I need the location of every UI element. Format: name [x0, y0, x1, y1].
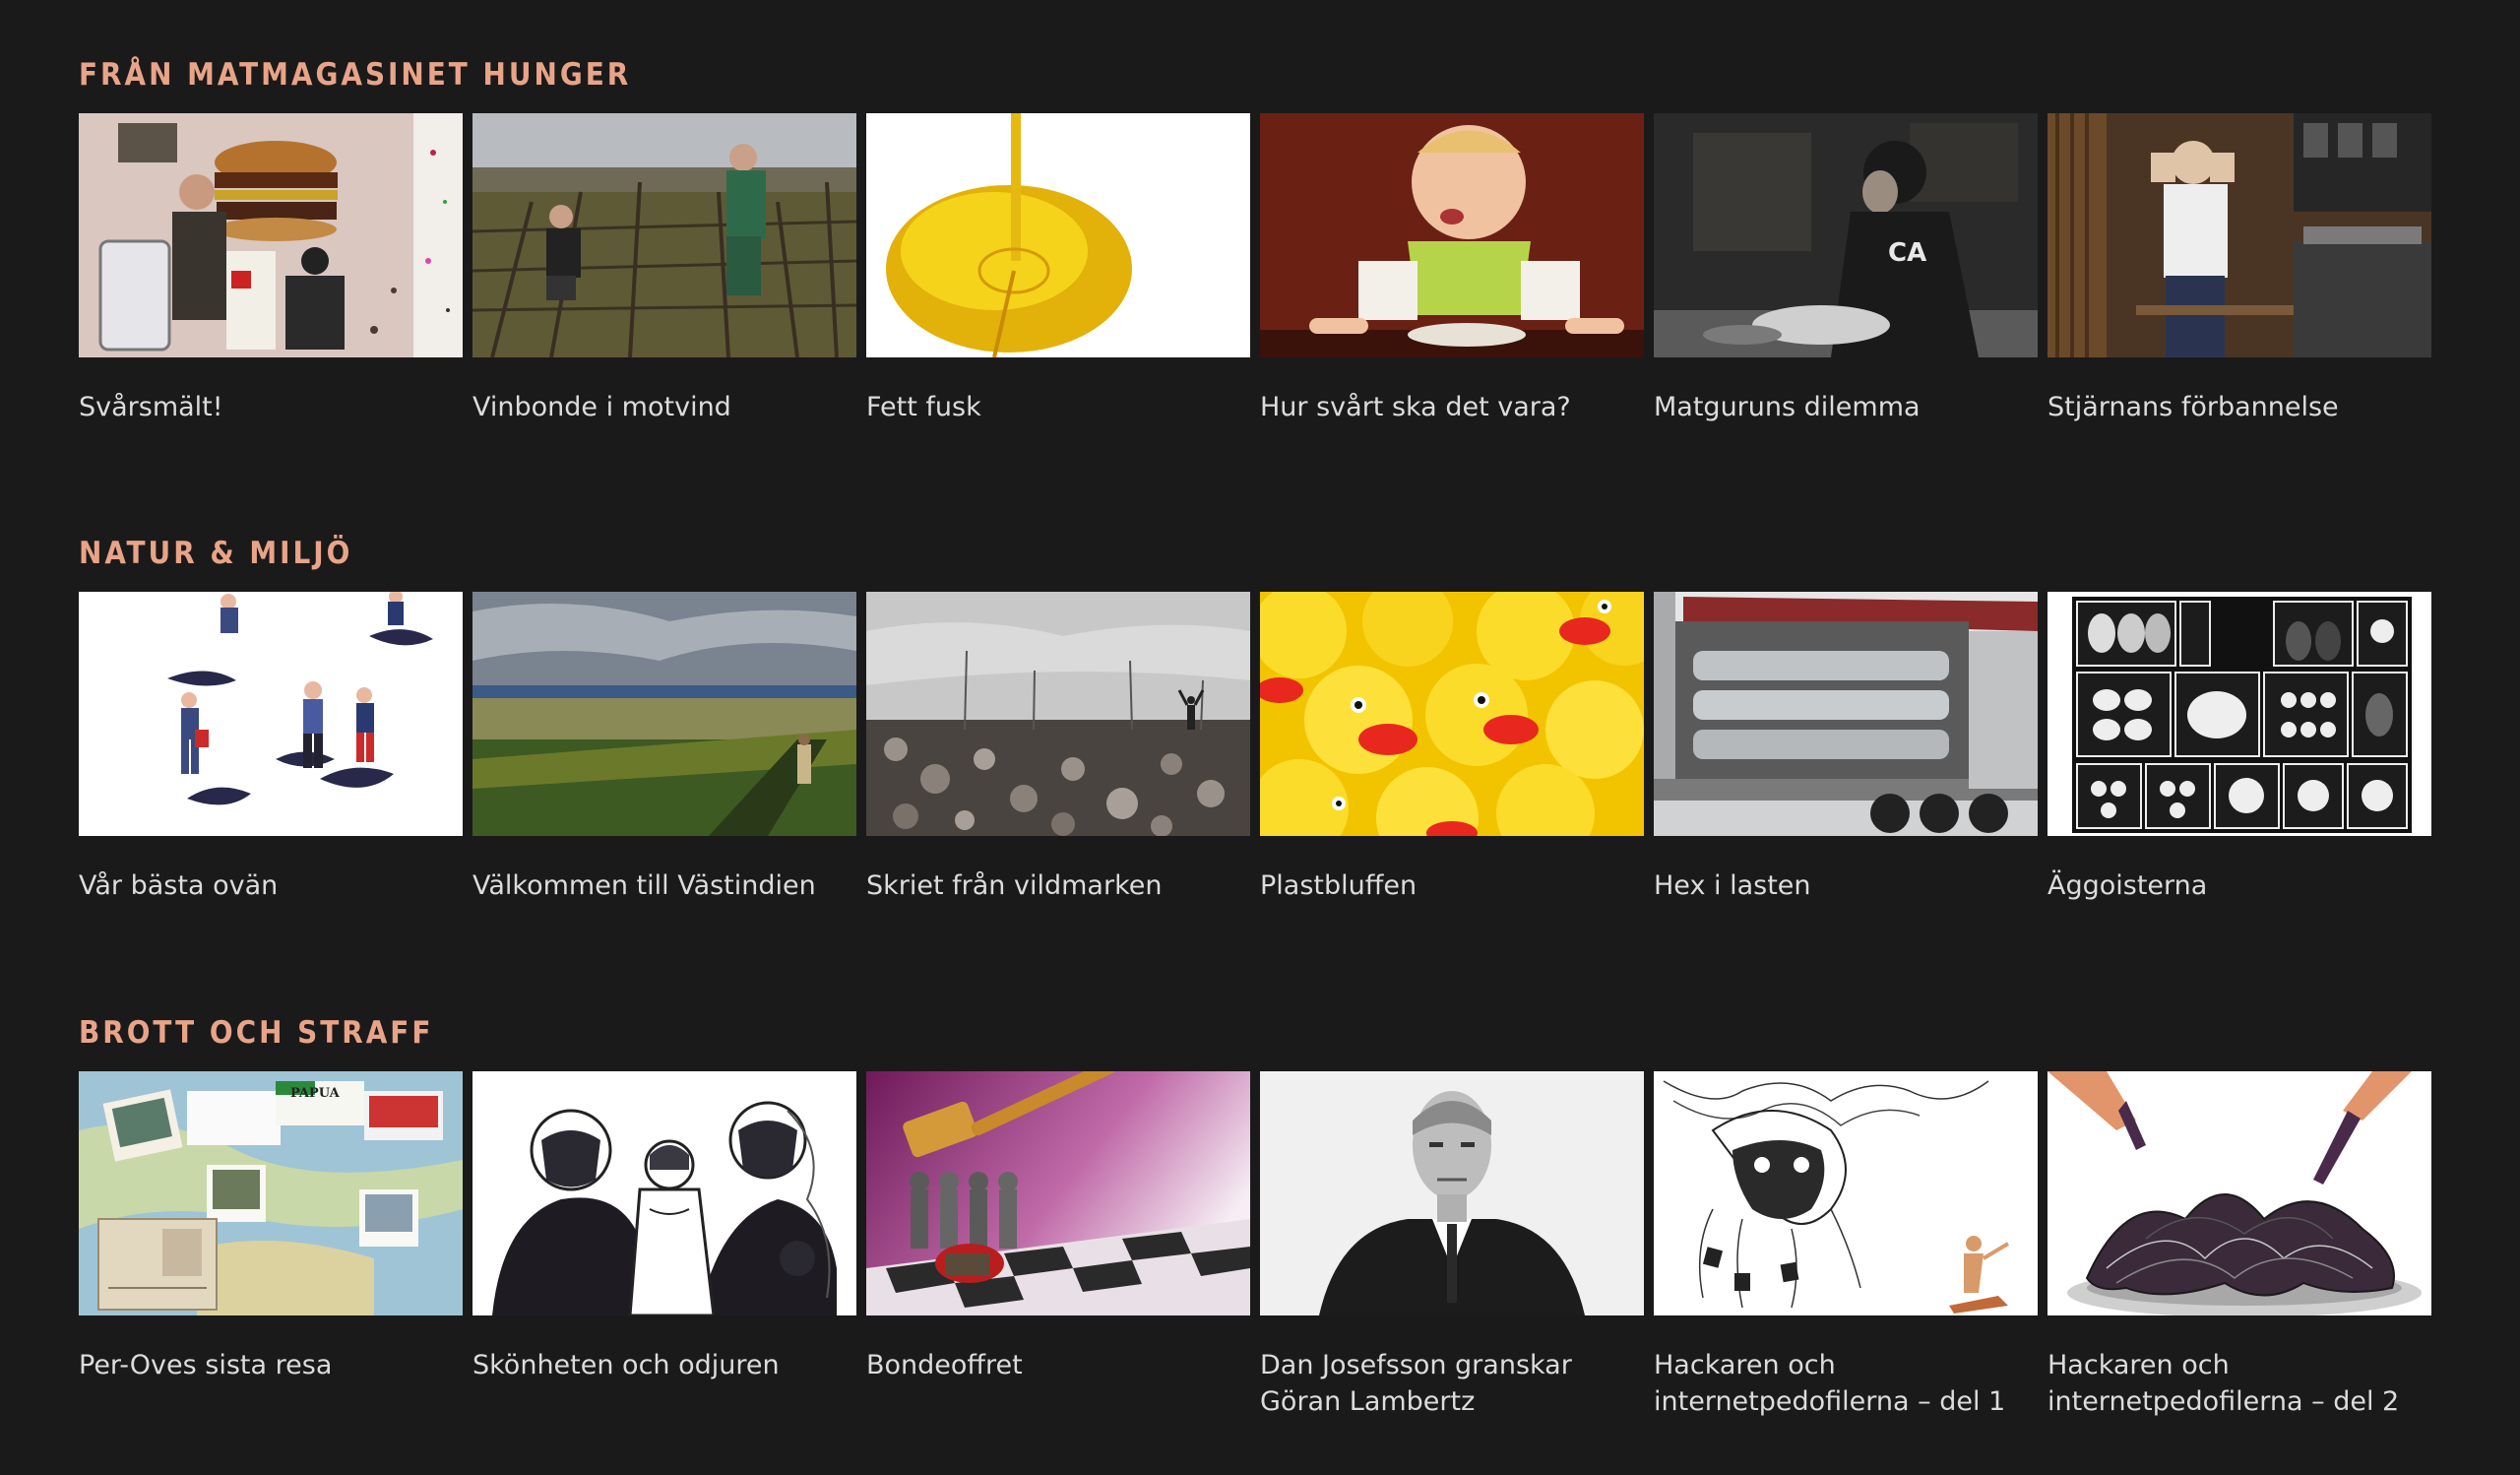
article-card[interactable]: Stjärnans förbannelse: [2048, 113, 2431, 422]
article-card[interactable]: PAPUA Per-Oves sista resa: [79, 1071, 463, 1380]
article-card[interactable]: Hur svårt ska det vara?: [1260, 113, 1644, 422]
article-card[interactable]: Hex i lasten: [1654, 592, 2038, 901]
article-thumbnail[interactable]: CA: [1654, 113, 2038, 357]
section-title: NATUR & MILJÖ: [79, 536, 353, 571]
article-title[interactable]: Dan Josefsson granskar Göran Lambertz: [1260, 1350, 1572, 1417]
article-thumbnail[interactable]: [866, 113, 1250, 357]
article-title[interactable]: Vinbonde i motvind: [472, 392, 731, 422]
article-thumbnail[interactable]: [1654, 592, 2038, 836]
article-title[interactable]: Bondeoffret: [866, 1350, 1023, 1380]
article-row: Svårsmält! Vinbonde i motvind: [79, 113, 2431, 438]
article-thumbnail[interactable]: [866, 592, 1250, 836]
article-title[interactable]: Hackaren och internetpedofilerna – del 1: [1654, 1350, 2006, 1417]
article-row: PAPUA Per-Oves sista resa: [79, 1071, 2431, 1417]
article-card[interactable]: Hackaren och internetpedofilerna – del 1: [1654, 1071, 2038, 1417]
article-title[interactable]: Hex i lasten: [1654, 870, 1811, 901]
section-title: BROTT OCH STRAFF: [79, 1015, 434, 1051]
article-title[interactable]: Skriet från vildmarken: [866, 870, 1163, 901]
article-card[interactable]: Hackaren och internetpedofilerna – del 2: [2048, 1071, 2431, 1417]
article-card[interactable]: Äggoisterna: [2048, 592, 2431, 901]
section-title: FRÅN MATMAGASINET HUNGER: [79, 57, 632, 93]
article-row: Vår bästa ovän Välkommen till Västindien: [79, 592, 2431, 917]
svg-text:CA: CA: [1888, 238, 1926, 268]
article-title[interactable]: Vår bästa ovän: [79, 870, 279, 901]
article-title[interactable]: Matguruns dilemma: [1654, 392, 1921, 422]
article-title[interactable]: Plastbluffen: [1260, 870, 1418, 901]
article-thumbnail[interactable]: [1260, 113, 1644, 357]
article-title[interactable]: Svårsmält!: [79, 392, 223, 422]
article-title[interactable]: Hur svårt ska det vara?: [1260, 392, 1571, 422]
article-thumbnail[interactable]: [2048, 113, 2431, 357]
article-card[interactable]: Dan Josefsson granskar Göran Lambertz: [1260, 1071, 1644, 1417]
article-card[interactable]: Skönheten och odjuren: [472, 1071, 856, 1380]
article-card[interactable]: Välkommen till Västindien: [472, 592, 856, 901]
article-title[interactable]: Fett fusk: [866, 392, 981, 422]
article-title[interactable]: Skönheten och odjuren: [472, 1350, 780, 1380]
article-title[interactable]: Välkommen till Västindien: [472, 870, 816, 901]
article-card[interactable]: CA Matguruns dilemma: [1654, 113, 2038, 422]
article-card[interactable]: Plastbluffen: [1260, 592, 1644, 901]
article-thumbnail[interactable]: [1654, 1071, 2038, 1315]
article-card[interactable]: Bondeoffret: [866, 1071, 1250, 1380]
article-thumbnail[interactable]: [472, 1071, 856, 1315]
article-thumbnail[interactable]: [79, 113, 463, 357]
article-thumbnail[interactable]: [472, 113, 856, 357]
article-card[interactable]: Fett fusk: [866, 113, 1250, 422]
article-card[interactable]: Vår bästa ovän: [79, 592, 463, 901]
article-card[interactable]: Svårsmält!: [79, 113, 463, 422]
article-thumbnail[interactable]: PAPUA: [79, 1071, 463, 1315]
article-thumbnail[interactable]: [866, 1071, 1250, 1315]
article-card[interactable]: Vinbonde i motvind: [472, 113, 856, 422]
article-title[interactable]: Hackaren och internetpedofilerna – del 2: [2048, 1350, 2400, 1417]
article-thumbnail[interactable]: [2048, 592, 2431, 836]
article-thumbnail[interactable]: [1260, 1071, 1644, 1315]
article-thumbnail[interactable]: [79, 592, 463, 836]
article-thumbnail[interactable]: [2048, 1071, 2431, 1315]
article-thumbnail[interactable]: [1260, 592, 1644, 836]
article-title[interactable]: Per-Oves sista resa: [79, 1350, 333, 1380]
svg-text:PAPUA: PAPUA: [290, 1086, 341, 1101]
article-title[interactable]: Äggoisterna: [2048, 870, 2208, 901]
article-thumbnail[interactable]: [472, 592, 856, 836]
article-title[interactable]: Stjärnans förbannelse: [2048, 392, 2339, 422]
article-card[interactable]: Skriet från vildmarken: [866, 592, 1250, 901]
